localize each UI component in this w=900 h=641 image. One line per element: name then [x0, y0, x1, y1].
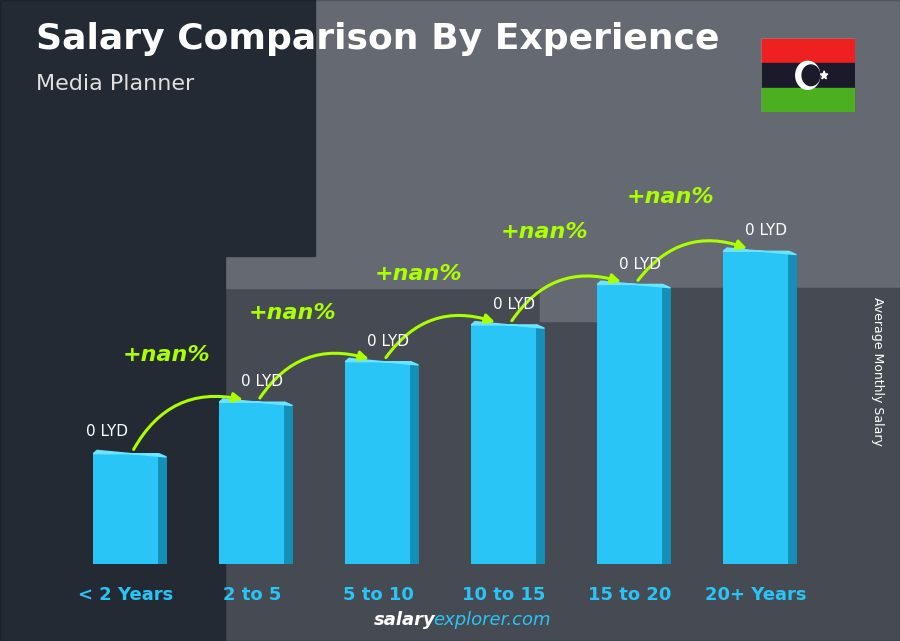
Text: < 2 Years: < 2 Years — [78, 586, 174, 604]
Text: explorer.com: explorer.com — [433, 612, 551, 629]
Bar — [540, 0, 900, 320]
Text: 15 to 20: 15 to 20 — [589, 586, 671, 604]
Polygon shape — [536, 325, 544, 564]
Bar — [598, 285, 662, 564]
Polygon shape — [410, 362, 419, 564]
Bar — [472, 325, 536, 564]
Text: 0 LYD: 0 LYD — [367, 334, 410, 349]
Polygon shape — [220, 399, 292, 406]
Text: 0 LYD: 0 LYD — [86, 424, 128, 439]
Text: Media Planner: Media Planner — [36, 74, 194, 94]
Polygon shape — [94, 451, 166, 457]
Polygon shape — [472, 322, 544, 328]
Polygon shape — [346, 358, 419, 365]
Text: 2 to 5: 2 to 5 — [223, 586, 281, 604]
Bar — [0, 256, 225, 641]
Text: 0 LYD: 0 LYD — [241, 374, 284, 389]
Polygon shape — [796, 62, 820, 89]
Bar — [630, 288, 900, 641]
Text: salary: salary — [374, 612, 436, 629]
Bar — [0, 0, 900, 288]
Text: 0 LYD: 0 LYD — [493, 297, 536, 312]
Text: +nan%: +nan% — [374, 265, 462, 285]
Bar — [0, 0, 315, 256]
Text: +nan%: +nan% — [500, 222, 588, 242]
Text: +nan%: +nan% — [626, 187, 714, 207]
Text: Salary Comparison By Experience: Salary Comparison By Experience — [36, 22, 719, 56]
Bar — [724, 251, 788, 564]
Text: Average Monthly Salary: Average Monthly Salary — [871, 297, 884, 446]
Polygon shape — [724, 248, 796, 254]
Text: 5 to 10: 5 to 10 — [343, 586, 413, 604]
Bar — [220, 402, 284, 564]
Polygon shape — [158, 454, 166, 564]
Bar — [94, 454, 158, 564]
Polygon shape — [284, 402, 292, 564]
Polygon shape — [788, 251, 796, 564]
Bar — [760, 38, 855, 63]
Bar — [346, 362, 410, 564]
Polygon shape — [802, 65, 820, 86]
Polygon shape — [662, 285, 670, 564]
Text: +nan%: +nan% — [122, 345, 210, 365]
Text: 10 to 15: 10 to 15 — [463, 586, 545, 604]
Text: 20+ Years: 20+ Years — [706, 586, 806, 604]
Polygon shape — [598, 281, 670, 288]
Text: 0 LYD: 0 LYD — [619, 256, 662, 272]
Bar — [760, 88, 855, 112]
Polygon shape — [821, 71, 828, 79]
Bar — [760, 63, 855, 88]
Text: 0 LYD: 0 LYD — [745, 224, 788, 238]
Text: +nan%: +nan% — [248, 303, 336, 323]
